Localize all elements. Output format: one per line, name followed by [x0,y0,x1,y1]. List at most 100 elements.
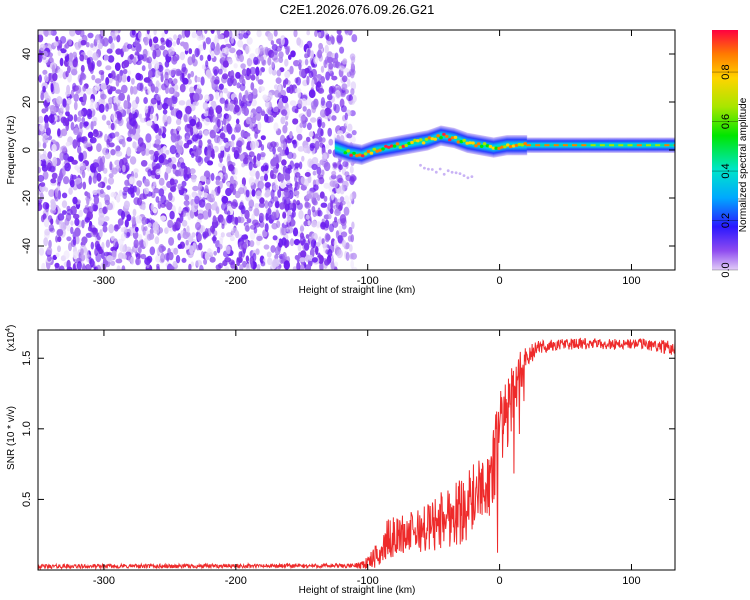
noise-speckle [317,210,323,217]
noise-speckle [245,255,250,263]
noise-speckle [153,227,160,234]
signal-peak [378,148,382,152]
noise-speckle [141,216,148,225]
noise-speckle [58,171,64,181]
noise-speckle [148,105,155,115]
noise-speckle [341,83,348,91]
noise-speckle [181,180,187,187]
noise-speckle [296,202,303,210]
noise-speckle [299,224,305,233]
noise-speckle [65,141,71,147]
noise-speckle [77,145,82,154]
noise-speckle [78,41,82,49]
noise-speckle [250,82,255,91]
noise-speckle [179,51,186,61]
signal-band-slice [424,130,426,151]
noise-speckle [233,63,238,69]
noise-speckle [54,264,61,270]
noise-speckle [74,85,82,94]
noise-speckle [323,195,328,202]
noise-speckle [254,222,261,228]
noise-speckle [227,102,234,111]
noise-speckle [183,114,188,123]
noise-speckle [82,181,87,190]
noise-speckle [203,130,209,137]
noise-speckle [156,263,160,269]
noise-speckle [434,170,438,174]
colorbar-tick-label: 0.4 [720,163,732,178]
noise-speckle [192,134,199,142]
noise-speckle [226,114,232,122]
noise-speckle [132,208,137,217]
noise-speckle [156,94,161,101]
noise-speckle [155,168,162,176]
noise-speckle [308,131,314,138]
noise-speckle [281,95,289,104]
snr-y-multiplier-base: (x10 [6,331,17,351]
noise-speckle [259,197,265,204]
noise-speckle [252,88,258,96]
noise-speckle [273,30,278,37]
noise-speckle [284,146,289,156]
signal-peak [407,141,411,145]
noise-speckle [64,162,71,172]
noise-speckle [204,30,208,34]
noise-speckle [86,197,90,206]
noise-speckle [38,198,43,205]
noise-speckle [111,250,117,258]
noise-speckle [278,84,282,92]
noise-speckle [149,246,156,256]
noise-speckle [175,118,182,126]
noise-speckle [238,187,245,195]
noise-speckle [81,236,88,245]
noise-speckle [187,73,191,79]
snr-x-axis-label: Height of straight line (km) [299,585,416,596]
noise-speckle [42,213,47,221]
noise-speckle [72,139,78,149]
signal-band-slice [549,137,552,153]
noise-speckle [126,231,131,237]
noise-speckle [316,223,320,229]
noise-speckle [44,30,49,37]
noise-speckle [239,83,246,92]
signal-band-slice [343,140,345,161]
noise-speckle [304,58,309,66]
noise-speckle [135,96,140,105]
noise-speckle [60,36,67,44]
snr-plot-area [38,337,675,570]
signal-band-slice [449,127,452,148]
noise-speckle [305,136,311,143]
noise-speckle [42,142,47,149]
noise-speckle [56,96,63,105]
signal-peak [427,136,432,140]
noise-speckle [140,160,148,167]
noise-speckle [184,194,190,201]
noise-speckle [454,171,458,175]
noise-speckle [299,122,304,128]
noise-speckle [248,199,255,209]
noise-speckle [110,149,116,156]
noise-speckle [338,65,345,71]
noise-speckle [342,58,348,65]
noise-speckle [226,181,231,187]
noise-speckle [238,92,242,102]
noise-speckle [242,260,247,268]
noise-speckle [154,236,160,245]
noise-speckle [254,131,258,139]
noise-speckle [228,58,233,65]
noise-speckle [152,36,159,44]
noise-speckle [92,162,99,168]
noise-speckle [273,258,280,267]
noise-speckle [245,189,250,198]
noise-speckle [256,153,261,162]
noise-speckle [247,136,252,142]
noise-speckle [96,60,102,67]
noise-speckle [141,65,146,72]
noise-speckle [351,266,358,270]
noise-speckle [68,52,74,61]
noise-speckle [252,252,257,262]
noise-speckle [79,162,86,171]
signal-band-slice [448,127,451,148]
noise-speckle [325,234,331,241]
